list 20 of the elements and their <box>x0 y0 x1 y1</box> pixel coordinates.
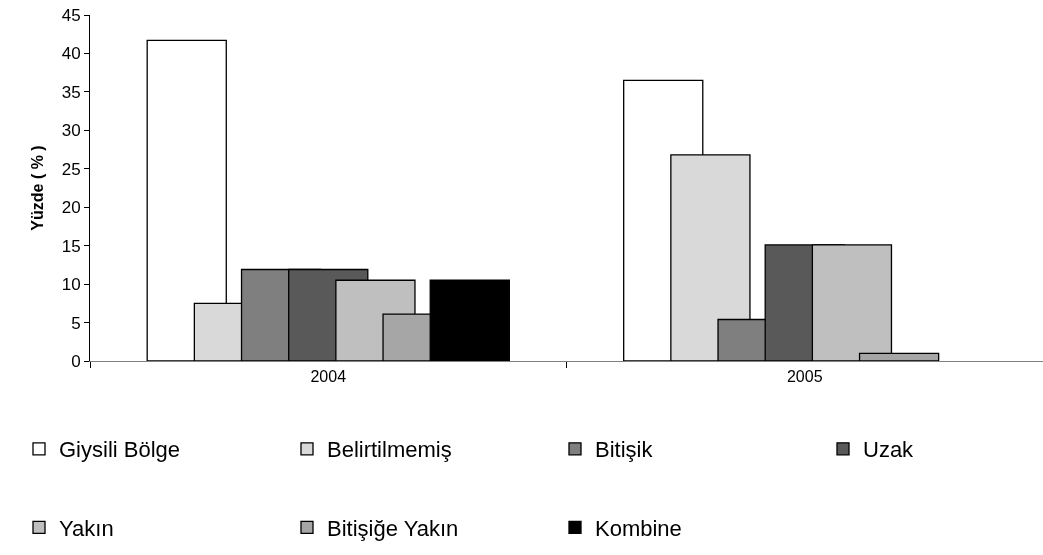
legend-label: Yakın <box>59 515 114 541</box>
legend-label: Bitişik <box>595 437 654 463</box>
legend-label: Belirtilmemiş <box>327 437 452 463</box>
legend-label: Kombine <box>595 515 682 541</box>
legend-label: Uzak <box>863 437 915 463</box>
y-axis-title: Yüzde ( % ) <box>28 145 46 231</box>
y-tick-label: 40 <box>61 44 81 64</box>
y-tick-label: 30 <box>61 121 81 141</box>
y-tick-label: 45 <box>61 5 81 25</box>
y-tick-label: 15 <box>61 236 81 256</box>
y-tick-label: 25 <box>61 159 81 179</box>
y-tick-label: 35 <box>61 82 81 102</box>
legend-label: Bitişiğe Yakın <box>327 515 459 541</box>
y-tick-label: 0 <box>71 351 81 371</box>
y-tick-label: 10 <box>61 275 81 295</box>
x-tick-label: 2004 <box>310 367 347 385</box>
x-tick-label: 2005 <box>786 367 823 385</box>
y-tick-label: 20 <box>61 198 81 218</box>
legend-label: Giysili Bölge <box>59 437 181 463</box>
y-tick-label: 5 <box>71 313 81 333</box>
